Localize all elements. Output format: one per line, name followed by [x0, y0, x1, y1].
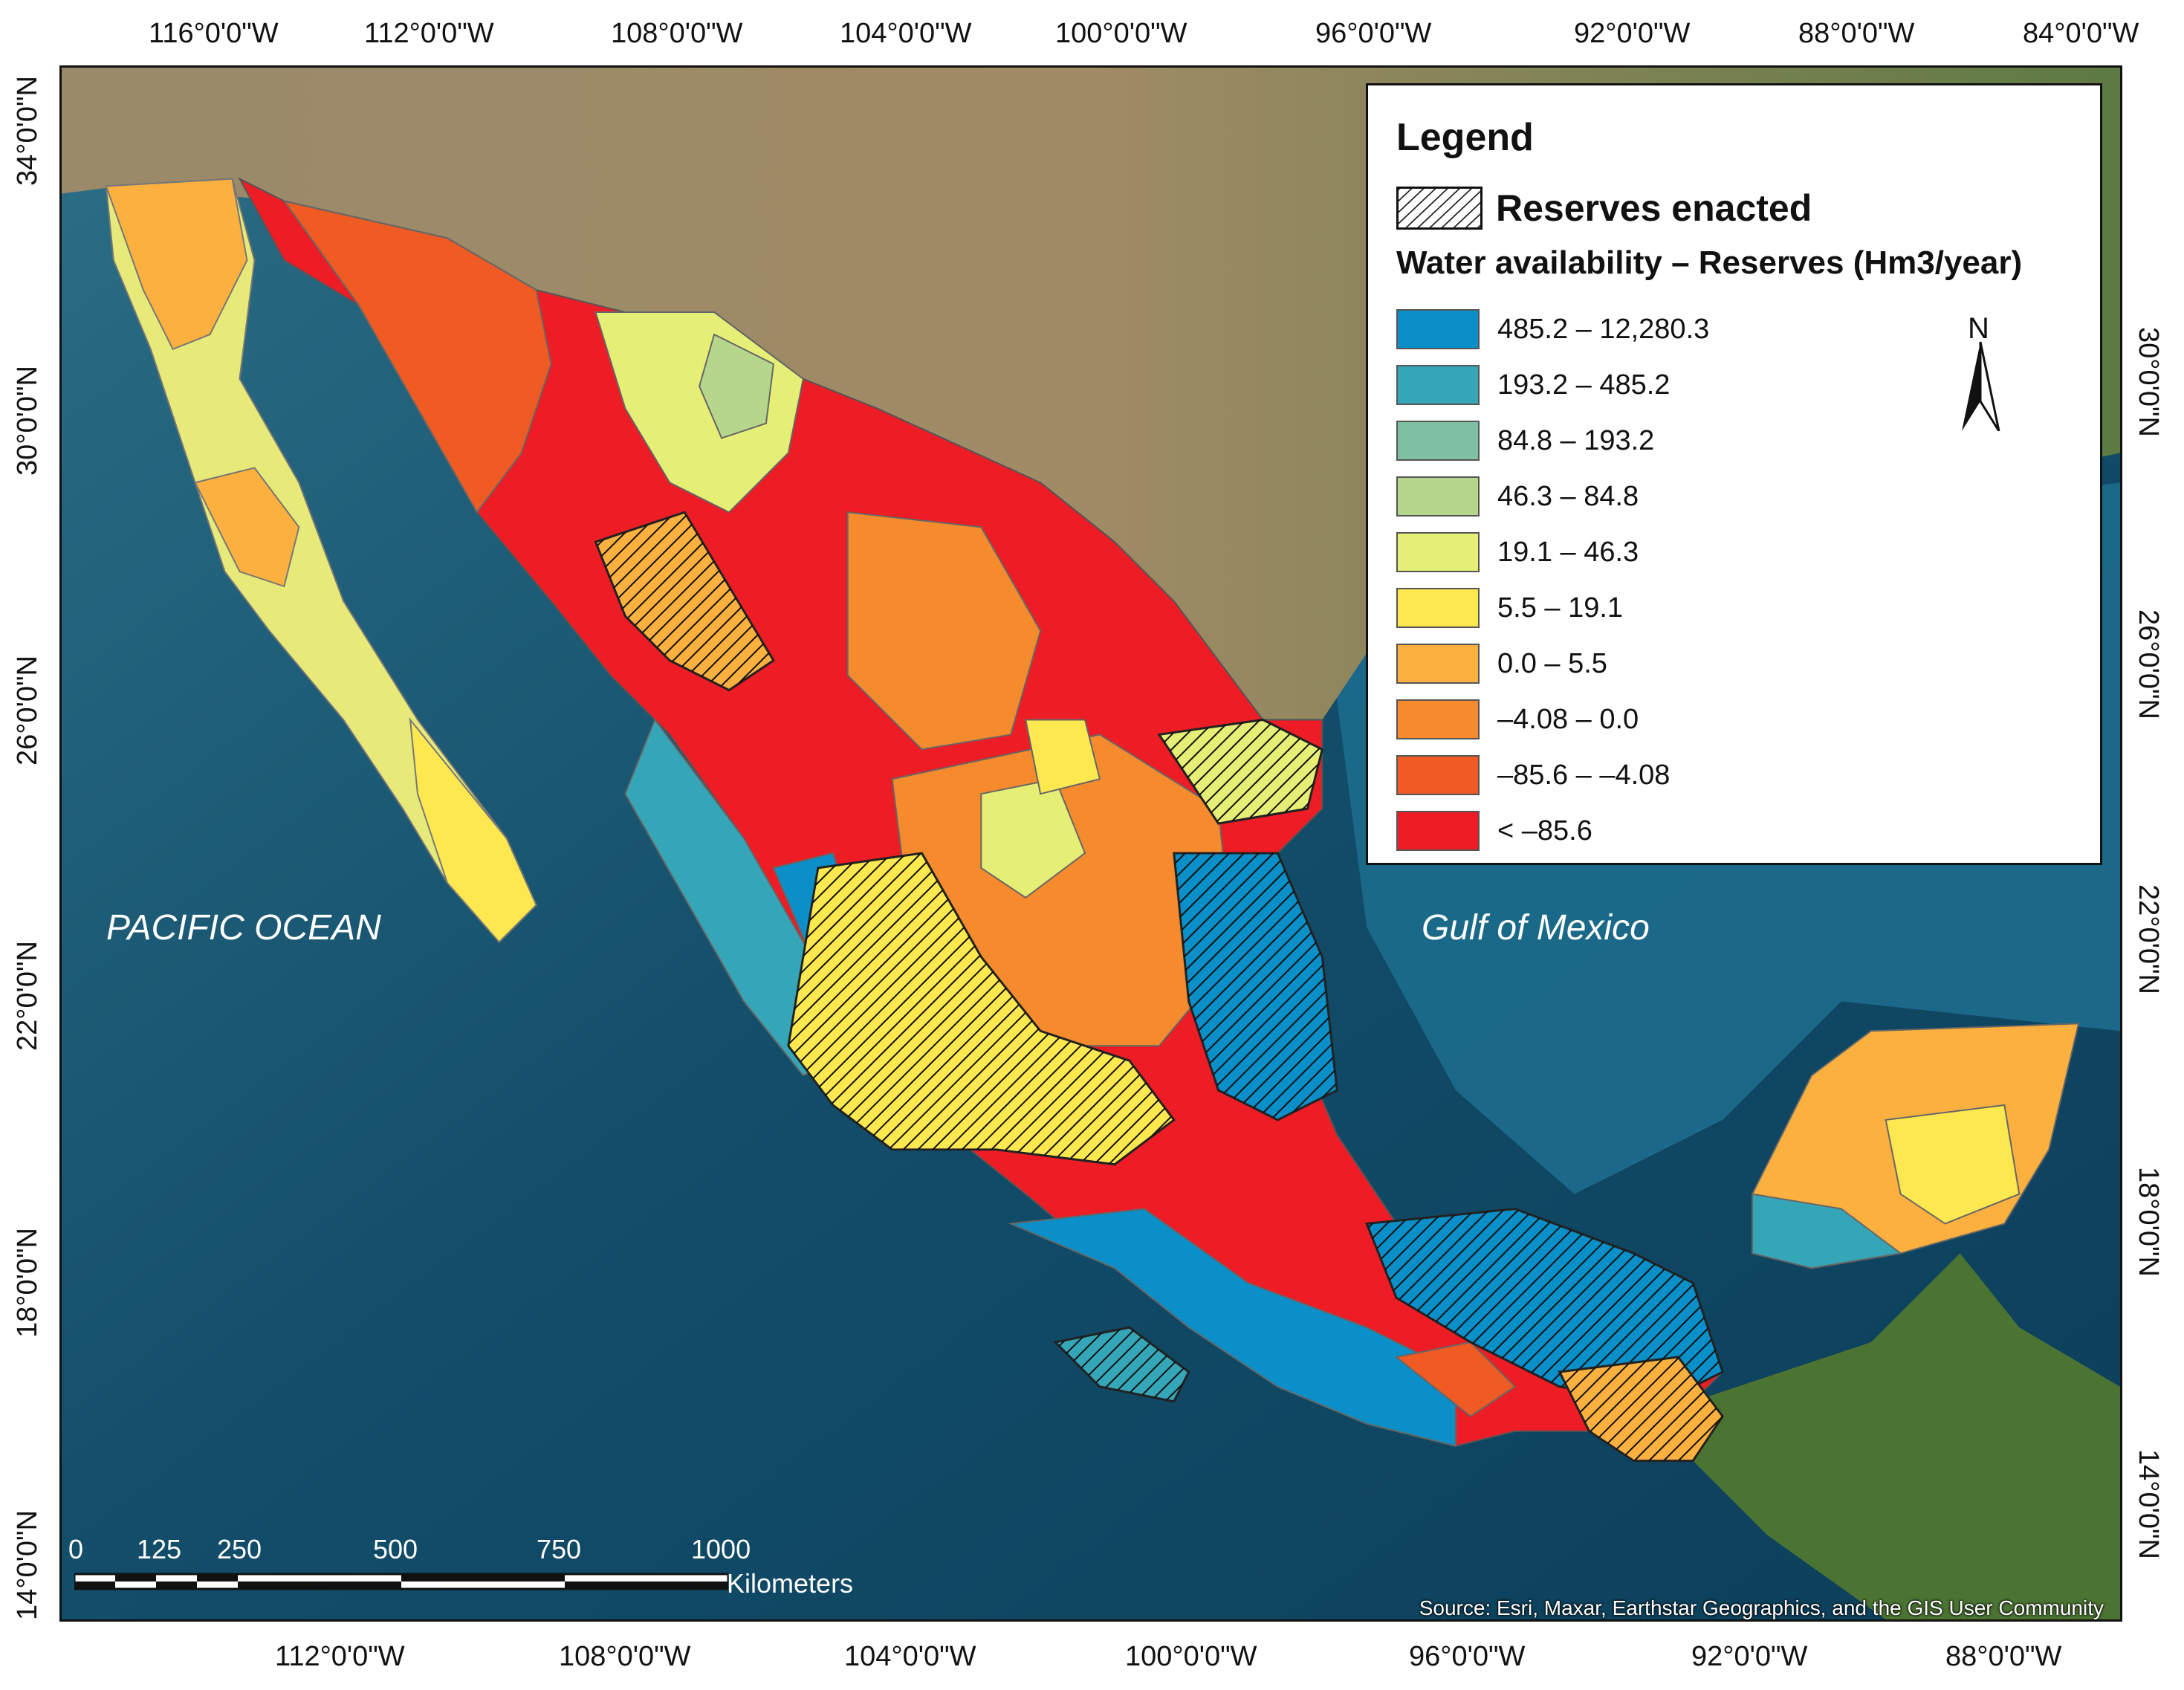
- top-tick-108w: 108°0'0"W: [611, 18, 743, 49]
- legend-class-label: 19.1 – 46.3: [1497, 536, 1639, 568]
- legend-class-swatch: [1396, 811, 1480, 851]
- right-tick-14n: 14°0'0"N: [2133, 1449, 2164, 1559]
- yucatan-teal: [1752, 1193, 1903, 1269]
- left-tick-14n: 14°0'0"N: [12, 1510, 43, 1620]
- top-tick-112w: 112°0'0"W: [364, 18, 494, 49]
- legend-class-row: 19.1 – 46.3: [1396, 531, 1639, 573]
- scale-num-250: 250: [217, 1534, 262, 1564]
- legend-class-label: –4.08 – 0.0: [1497, 703, 1639, 735]
- baja-south-region: [409, 717, 537, 944]
- legend-class-label: 46.3 – 84.8: [1497, 480, 1639, 512]
- reserves-east-hatch: [1173, 852, 1338, 1120]
- legend-class-swatch: [1396, 532, 1480, 572]
- top-tick-84w: 84°0'0"W: [2023, 18, 2139, 49]
- legend-class-swatch: [1396, 309, 1480, 349]
- legend-class-row: 84.8 – 193.2: [1396, 420, 1654, 462]
- left-tick-22n: 22°0'0"N: [12, 941, 43, 1051]
- legend-title: Legend: [1396, 116, 1534, 159]
- scale-num-0: 0: [68, 1534, 84, 1564]
- top-tick-92w: 92°0'0"W: [1574, 18, 1691, 49]
- scale-num-125: 125: [137, 1534, 182, 1564]
- legend-class-row: < –85.6: [1396, 810, 1592, 852]
- legend-class-row: –85.6 – –4.08: [1396, 754, 1670, 796]
- top-tick-104w: 104°0'0"W: [840, 18, 972, 49]
- reserves-southeast-hatch: [1367, 1208, 1723, 1402]
- legend-class-swatch: [1396, 588, 1480, 628]
- bottom-tick-92w: 92°0'0"W: [1691, 1641, 1808, 1672]
- legend-class-row: –4.08 – 0.0: [1396, 699, 1639, 740]
- scale-num-750: 750: [537, 1534, 582, 1564]
- legend-class-swatch: [1396, 755, 1480, 795]
- right-tick-30n: 30°0'0"N: [2133, 327, 2164, 437]
- legend-class-row: 485.2 – 12,280.3: [1396, 308, 1709, 350]
- legend-class-title: Water availability – Reserves (Hm3/year): [1396, 245, 2023, 281]
- north-label: N: [1968, 312, 1989, 345]
- top-tick-116w: 116°0'0"W: [149, 18, 279, 49]
- zacatecas-yellow: [1024, 719, 1101, 795]
- source-attribution: Source: Esri, Maxar, Earthstar Geographi…: [1419, 1596, 2104, 1619]
- legend-class-row: 193.2 – 485.2: [1396, 364, 1670, 406]
- oaxaca-orange: [1394, 1341, 1517, 1418]
- bottom-tick-100w: 100°0'0"W: [1125, 1641, 1257, 1672]
- sonora-region: [282, 199, 552, 514]
- left-tick-34n: 34°0'0"N: [12, 76, 43, 186]
- reserves-north-hatch: [595, 512, 774, 690]
- bottom-tick-104w: 104°0'0"W: [844, 1641, 976, 1672]
- scale-num-1000: 1000: [691, 1534, 751, 1564]
- legend-class-row: 5.5 – 19.1: [1396, 587, 1623, 629]
- legend-class-swatch: [1396, 476, 1480, 517]
- southern-blue: [1008, 1208, 1456, 1447]
- scale-num-500: 500: [373, 1534, 418, 1564]
- baja-north-region: [105, 178, 248, 351]
- right-tick-18n: 18°0'0"N: [2133, 1167, 2164, 1277]
- reserves-chiapas-hatch: [1559, 1357, 1723, 1461]
- legend-class-label: 5.5 – 19.1: [1497, 592, 1624, 624]
- left-tick-18n: 18°0'0"N: [12, 1228, 43, 1338]
- legend-class-swatch: [1396, 365, 1480, 405]
- top-tick-96w: 96°0'0"W: [1315, 18, 1432, 49]
- right-tick-26n: 26°0'0"N: [2133, 609, 2164, 719]
- bottom-tick-112w: 112°0'0"W: [275, 1641, 405, 1672]
- top-tick-100w: 100°0'0"W: [1055, 18, 1187, 49]
- legend-class-row: 46.3 – 84.8: [1396, 476, 1639, 517]
- legend-class-label: 193.2 – 485.2: [1497, 369, 1671, 401]
- top-tick-88w: 88°0'0"W: [1798, 18, 1915, 49]
- baja-central-region: [194, 467, 300, 588]
- legend-reserves-row: Reserves enacted: [1396, 184, 1812, 233]
- legend-class-label: < –85.6: [1497, 815, 1592, 846]
- legend-class-label: –85.6 – –4.08: [1497, 759, 1671, 791]
- pacific-ocean-label: PACIFIC OCEAN: [106, 908, 381, 948]
- legend: Legend Reserves enacted Water availabili…: [1366, 83, 2102, 865]
- legend-class-label: 84.8 – 193.2: [1497, 424, 1655, 456]
- reserves-west-hatch: [788, 852, 1174, 1165]
- bottom-tick-108w: 108°0'0"W: [559, 1641, 691, 1672]
- scale-bar: [74, 1573, 728, 1590]
- legend-class-label: 485.2 – 12,280.3: [1497, 313, 1710, 345]
- left-tick-30n: 30°0'0"N: [12, 366, 43, 476]
- scale-unit: Kilometers: [727, 1568, 854, 1599]
- legend-class-swatch: [1396, 644, 1480, 684]
- bottom-tick-88w: 88°0'0"W: [1945, 1641, 2062, 1672]
- yucatan-yellow: [1885, 1104, 2021, 1225]
- reserves-guerrero-hatch: [1055, 1327, 1189, 1402]
- legend-class-swatch: [1396, 421, 1480, 461]
- reserves-northeast-hatch: [1159, 719, 1323, 824]
- reserves-hatch-swatch: [1396, 187, 1483, 230]
- legend-class-label: 0.0 – 5.5: [1497, 647, 1607, 679]
- bottom-tick-96w: 96°0'0"W: [1409, 1641, 1526, 1672]
- gulf-of-mexico-label: Gulf of Mexico: [1422, 908, 1650, 948]
- legend-class-swatch: [1396, 699, 1480, 739]
- north-central-orange: [846, 511, 1042, 751]
- legend-class-row: 0.0 – 5.5: [1396, 643, 1607, 684]
- left-tick-26n: 26°0'0"N: [12, 655, 43, 765]
- right-tick-22n: 22°0'0"N: [2133, 884, 2164, 994]
- central-america-land: [1693, 1253, 2120, 1619]
- chihuahua-green: [699, 333, 775, 439]
- north-arrow-icon: [1962, 341, 2000, 431]
- reserves-label: Reserves enacted: [1496, 187, 1812, 229]
